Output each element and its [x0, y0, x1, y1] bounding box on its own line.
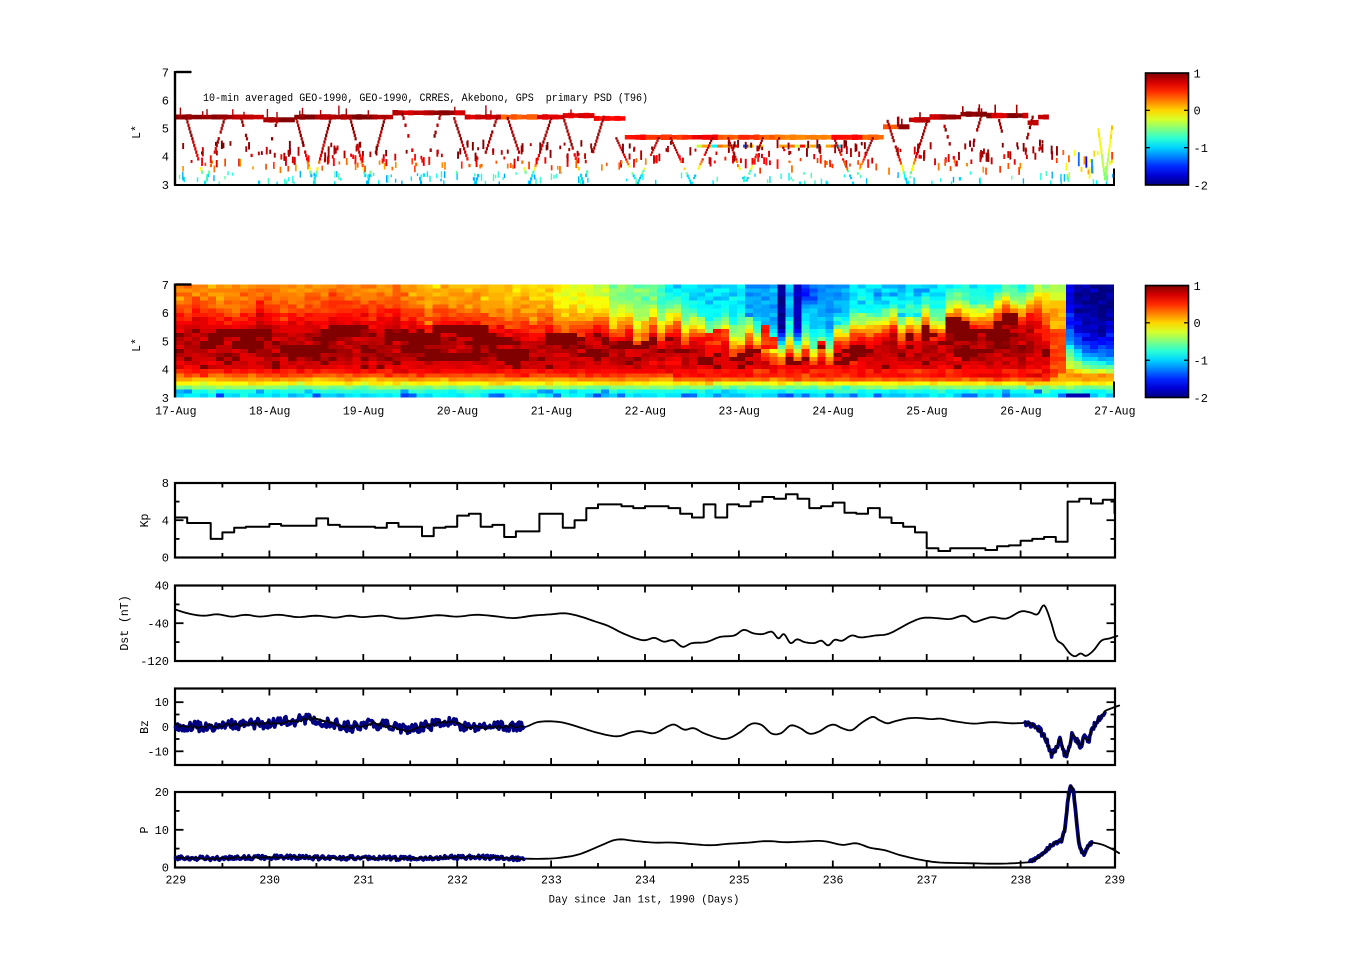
svg-text:0: 0 [162, 721, 169, 735]
svg-text:235: 235 [729, 875, 750, 888]
svg-text:229: 229 [165, 875, 186, 888]
svg-text:4: 4 [162, 151, 169, 165]
svg-text:L*: L* [131, 338, 144, 352]
svg-text:-1: -1 [1194, 142, 1208, 156]
svg-text:Bz: Bz [139, 720, 152, 734]
svg-text:20-Aug: 20-Aug [437, 406, 478, 419]
svg-text:236: 236 [823, 875, 844, 888]
svg-text:10: 10 [155, 824, 169, 838]
svg-text:P: P [139, 826, 152, 833]
svg-text:40: 40 [155, 580, 169, 594]
svg-text:Day since Jan 1st, 1990 (Days): Day since Jan 1st, 1990 (Days) [549, 895, 740, 907]
svg-text:-1: -1 [1194, 355, 1208, 369]
svg-text:0: 0 [1194, 105, 1201, 119]
svg-text:24-Aug: 24-Aug [812, 406, 853, 419]
svg-text:-10: -10 [147, 746, 169, 760]
svg-text:-2: -2 [1194, 392, 1208, 406]
svg-text:-2: -2 [1194, 179, 1208, 193]
svg-text:Dst (nT): Dst (nT) [119, 595, 132, 650]
svg-text:-40: -40 [147, 618, 169, 632]
svg-text:7: 7 [162, 66, 169, 80]
svg-text:1: 1 [1194, 280, 1201, 294]
svg-text:25-Aug: 25-Aug [906, 406, 947, 419]
svg-text:0: 0 [162, 552, 169, 566]
svg-text:1: 1 [1194, 67, 1201, 81]
svg-text:17-Aug: 17-Aug [155, 406, 196, 419]
svg-text:27-Aug: 27-Aug [1094, 406, 1135, 419]
svg-text:0: 0 [1194, 317, 1201, 331]
svg-text:237: 237 [917, 875, 938, 888]
svg-text:239: 239 [1104, 875, 1125, 888]
svg-text:231: 231 [353, 875, 374, 888]
svg-text:5: 5 [162, 335, 169, 349]
svg-text:26-Aug: 26-Aug [1000, 406, 1041, 419]
svg-text:3: 3 [162, 392, 169, 406]
svg-text:6: 6 [162, 94, 169, 108]
svg-text:19-Aug: 19-Aug [343, 406, 384, 419]
svg-text:21-Aug: 21-Aug [531, 406, 572, 419]
svg-text:7: 7 [162, 279, 169, 293]
svg-text:L*: L* [131, 125, 144, 139]
svg-text:22-Aug: 22-Aug [625, 406, 666, 419]
svg-text:8: 8 [162, 477, 169, 491]
svg-text:238: 238 [1011, 875, 1032, 888]
svg-text:3: 3 [162, 179, 169, 193]
svg-text:6: 6 [162, 307, 169, 321]
svg-text:232: 232 [447, 875, 468, 888]
svg-text:20: 20 [155, 786, 169, 800]
svg-text:0: 0 [162, 862, 169, 876]
svg-text:Kp: Kp [139, 514, 152, 528]
svg-text:4: 4 [162, 515, 169, 529]
svg-text:10-min averaged GEO-1990, GEO-: 10-min averaged GEO-1990, GEO-1990, CRRE… [203, 93, 648, 105]
svg-text:234: 234 [635, 875, 656, 888]
svg-text:233: 233 [541, 875, 562, 888]
svg-text:4: 4 [162, 364, 169, 378]
svg-text:5: 5 [162, 123, 169, 137]
svg-text:10: 10 [155, 696, 169, 710]
svg-text:23-Aug: 23-Aug [718, 406, 759, 419]
svg-text:18-Aug: 18-Aug [249, 406, 290, 419]
svg-text:-120: -120 [140, 655, 169, 669]
svg-text:230: 230 [259, 875, 280, 888]
